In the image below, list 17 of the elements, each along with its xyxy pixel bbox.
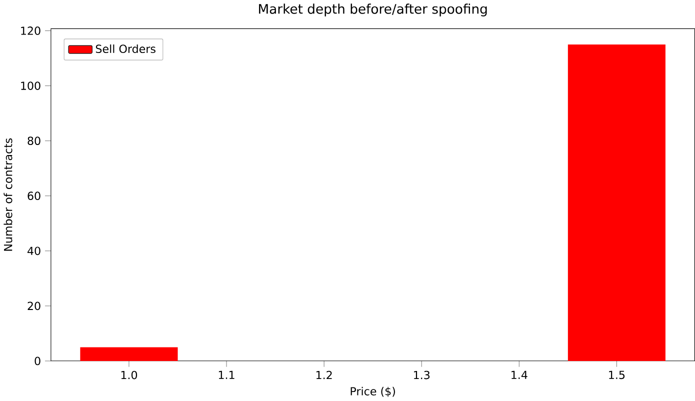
chart-title: Market depth before/after spoofing: [259, 4, 487, 17]
y-tick-label: 0: [34, 356, 40, 366]
x-tick-label: 1.0: [121, 371, 138, 380]
legend-label: Sell Orders: [96, 44, 156, 54]
y-tick-label: 80: [28, 136, 40, 146]
x-tick-label: 1.3: [414, 371, 430, 380]
y-axis-title: Number of contracts: [4, 138, 12, 251]
y-tick-label: 60: [28, 192, 40, 200]
y-tick-label: 100: [21, 82, 40, 90]
x-tick-label: 1.2: [316, 371, 332, 380]
y-tick-label: 20: [28, 302, 40, 310]
x-tick-label: 1.1: [218, 371, 234, 380]
x-tick-label: 1.4: [512, 371, 528, 380]
x-tick-label: 1.5: [609, 371, 625, 380]
y-tick-label: 40: [28, 246, 40, 256]
y-tick-label: 120: [21, 26, 40, 36]
x-axis-title: Price ($): [350, 387, 395, 398]
